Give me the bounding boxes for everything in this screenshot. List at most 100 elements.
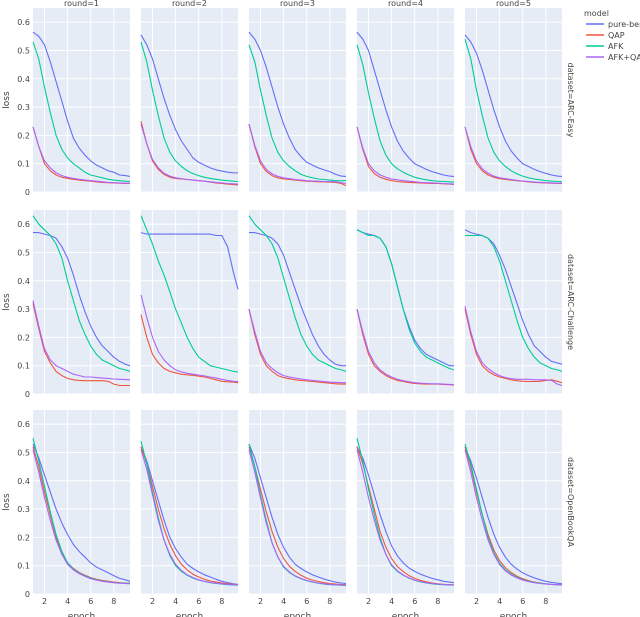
y-tick-label: 0.6 [17,420,30,429]
panel-r1-c3: round=3 [248,0,347,193]
x-tick-label: 6 [412,597,417,606]
panel-r1-c4: round=4 [356,0,455,193]
series-line-afk-qap [248,123,347,185]
legend: model pure-bert QAP AFK AFK+QAP [584,9,640,62]
series-line-qap [248,123,347,187]
series-line-afk [465,234,563,372]
y-tick-label: 0 [25,188,30,197]
series-line-afk-qap [140,449,239,586]
row-title: dataset=OpenBookQA [566,457,575,548]
series-line-afk [32,41,131,183]
series-line-afk [140,215,239,373]
panel-r1-c5: round=5 [464,0,563,193]
legend-item-pure-bert[interactable]: pure-bert [586,20,640,29]
series-line-afk-qap [140,123,239,185]
series-line-pure-bert [248,31,347,177]
legend-item-afk-qap[interactable]: AFK+QAP [586,53,640,62]
x-axis-title: epoch [392,612,419,617]
legend-title: model [584,9,609,18]
panel-r3-c3: 2 4 6 8 epoch [248,410,347,617]
x-axis-title: epoch [176,612,203,617]
series-line-pure-bert [140,232,239,290]
y-tick-label: 0.3 [17,505,30,514]
series-line-pure-bert [464,446,563,585]
series-line-afk-qap [356,449,455,586]
x-tick-label: 8 [219,597,224,606]
panel-r2-c2 [140,210,239,395]
column-title: round=5 [496,0,531,8]
x-tick-label: 2 [366,597,371,606]
x-axis-title: epoch [68,612,95,617]
legend-item-afk[interactable]: AFK [586,42,624,51]
y-tick-label: 0.1 [17,562,30,571]
legend-label: pure-bert [608,20,640,29]
series-line-afk-qap [32,449,131,585]
series-line-afk [140,41,239,183]
series-line-pure-bert [32,443,131,582]
x-axis-title: epoch [500,612,527,617]
y-tick-label: 0 [25,590,30,599]
y-axis-title: loss [2,493,12,511]
column-title: round=1 [64,0,99,8]
legend-item-qap[interactable]: QAP [586,31,625,40]
series-line-pure-bert [356,31,455,177]
panel-r3-c4: 2 4 6 8 epoch [356,410,455,617]
x-tick-label: 6 [304,597,309,606]
x-tick-label: 2 [258,597,263,606]
legend-label: AFK+QAP [608,53,640,62]
series-line-afk-qap [356,126,455,185]
panel-background [357,210,454,394]
y-axis-title: loss [2,293,12,311]
y-tick-label: 0.4 [17,477,30,486]
series-line-afk-qap [464,126,562,184]
y-tick-label: 0.1 [17,362,30,371]
y-tick-label: 0.4 [17,75,30,84]
x-tick-label: 2 [42,597,47,606]
x-axis-title: epoch [284,612,311,617]
series-line-afk [356,44,455,183]
column-title: round=2 [172,0,207,8]
series-line-pure-bert [464,34,563,177]
y-tick-label: 0.6 [17,220,30,229]
series-line-afk-qap [32,126,130,184]
row-title: dataset=ARC-Challenge [566,254,575,350]
y-tick-label: 0 [25,390,30,399]
panel-r2-c3 [248,210,347,395]
panel-r2-c1: 0 0.1 0.2 0.3 0.4 0.5 0.6 [17,210,131,399]
panels-layer: 0 0.1 0.2 0.3 0.4 0.5 0.6 round=1 round=2 round=3… [2,0,575,617]
series-line-qap [248,308,346,385]
series-line-afk [248,44,346,182]
series-line-afk-qap [356,308,455,386]
series-line-qap [32,303,130,387]
row-title: dataset=ARC-Easy [566,63,575,138]
series-line-pure-bert [248,443,347,585]
series-line-afk-qap [248,449,347,586]
panel-r2-c4 [356,210,455,395]
series-line-pure-bert [32,31,131,177]
y-tick-label: 0.2 [17,533,30,542]
x-tick-label: 4 [173,597,178,606]
y-tick-label: 0.5 [17,46,30,55]
y-tick-label: 0.3 [17,305,30,314]
y-tick-label: 0.1 [17,160,30,169]
series-line-afk [32,215,131,372]
series-line-afk-qap [248,308,346,384]
x-tick-label: 6 [520,597,525,606]
x-tick-label: 4 [389,597,394,606]
x-tick-label: 8 [327,597,332,606]
x-tick-label: 2 [150,597,155,606]
panel-r1-c1: 0 0.1 0.2 0.3 0.4 0.5 0.6 round=1 [17,0,131,197]
panel-r3-c5: 2 4 6 8 epoch [464,410,563,617]
series-line-afk-qap [140,294,239,383]
x-tick-label: 8 [543,597,548,606]
column-title: round=4 [388,0,423,8]
y-tick-label: 0.5 [17,448,30,457]
x-tick-label: 4 [497,597,502,606]
panel-r2-c5 [464,210,563,395]
x-tick-label: 6 [196,597,201,606]
series-line-pure-bert [356,446,455,584]
y-tick-label: 0.2 [17,333,30,342]
series-line-qap [140,446,239,586]
series-line-pure-bert [140,34,239,174]
